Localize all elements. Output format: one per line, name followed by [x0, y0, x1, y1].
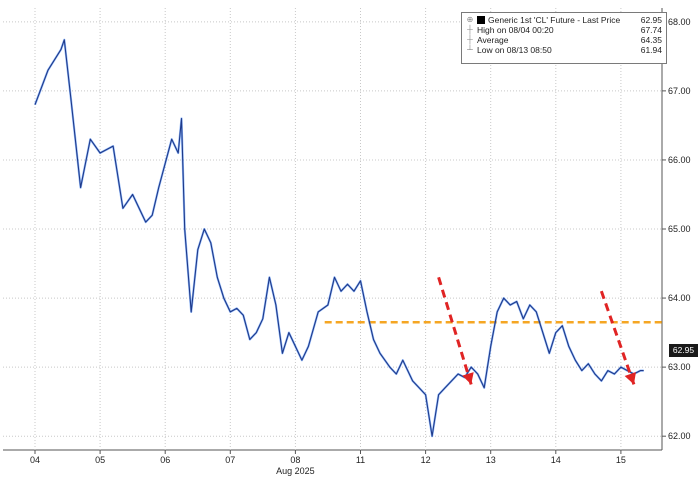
- y-tick-label: 64.00: [668, 293, 691, 303]
- legend-high-label: High on 08/04 00:20: [477, 25, 554, 35]
- legend-low-label: Low on 08/13 08:50: [477, 45, 552, 55]
- drag-handle-icon: ⊕: [466, 15, 474, 24]
- trend-arrow-shaft: [437, 276, 473, 385]
- y-tick-label: 67.00: [668, 86, 691, 96]
- x-tick-label: 14: [551, 455, 561, 465]
- x-tick-label: 13: [486, 455, 496, 465]
- trend-arrow-head: [462, 372, 474, 385]
- trend-arrow-shaft: [599, 290, 636, 385]
- trend-arrow-head: [624, 372, 636, 385]
- legend-row-high: ┼ High on 08/04 00:20 67.74: [466, 25, 662, 35]
- legend: ⊕ Generic 1st 'CL' Future - Last Price 6…: [461, 12, 667, 64]
- x-sub-label: Aug 2025: [276, 466, 315, 476]
- legend-average-value: 64.35: [640, 35, 662, 45]
- x-tick-label: 12: [421, 455, 431, 465]
- x-tick-label: 11: [356, 455, 365, 465]
- last-price-tag: 62.95: [669, 344, 698, 357]
- x-tick-label: 15: [616, 455, 626, 465]
- legend-average-label: Average: [477, 35, 509, 45]
- x-tick-label: 08: [290, 455, 300, 465]
- series-swatch: [477, 16, 485, 24]
- y-tick-label: 68.00: [668, 17, 691, 27]
- legend-title-value: 62.95: [640, 15, 662, 25]
- low-marker-icon: ┴: [467, 45, 473, 54]
- legend-title-row: ⊕ Generic 1st 'CL' Future - Last Price 6…: [466, 15, 662, 25]
- legend-row-low: ┴ Low on 08/13 08:50 61.94: [466, 45, 662, 55]
- x-tick-label: 07: [225, 455, 235, 465]
- x-tick-label: 05: [95, 455, 105, 465]
- legend-title: Generic 1st 'CL' Future - Last Price: [488, 15, 621, 25]
- x-tick-label: 04: [30, 455, 40, 465]
- y-tick-label: 66.00: [668, 155, 691, 165]
- high-marker-icon: ┼: [467, 25, 473, 34]
- price-line: [34, 39, 644, 437]
- y-tick-label: 65.00: [668, 224, 691, 234]
- x-tick-label: 06: [160, 455, 170, 465]
- legend-row-average: ┼ Average 64.35: [466, 35, 662, 45]
- y-tick-label: 62.00: [668, 431, 691, 441]
- price-line-glow: [33, 38, 644, 438]
- legend-high-value: 67.74: [640, 25, 662, 35]
- legend-low-value: 61.94: [640, 45, 662, 55]
- y-tick-label: 63.00: [668, 362, 691, 372]
- average-marker-icon: ┼: [467, 35, 473, 44]
